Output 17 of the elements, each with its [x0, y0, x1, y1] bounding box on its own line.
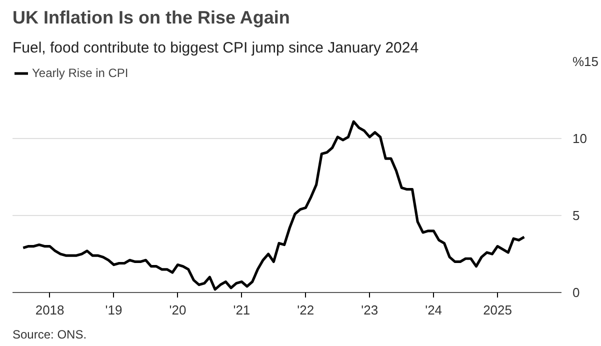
source-note: Source: ONS. — [12, 328, 87, 342]
x-tick-label: '22 — [297, 302, 314, 318]
y-tick-label: 5 — [572, 208, 580, 223]
x-tick-label: '24 — [425, 302, 442, 318]
x-tick-label: '21 — [233, 302, 250, 318]
x-tick-label: '23 — [361, 302, 378, 318]
x-tick-label: 2025 — [483, 302, 512, 318]
x-tick-label: '19 — [105, 302, 122, 318]
y-tick-label: %15 — [572, 54, 599, 69]
y-tick-label: 10 — [572, 131, 587, 146]
x-tick-label: 2018 — [35, 302, 64, 318]
chart-title: UK Inflation Is on the Rise Again — [12, 8, 290, 28]
x-tick-label: '20 — [169, 302, 186, 318]
y-tick-label: 0 — [572, 285, 580, 300]
legend-label: Yearly Rise in CPI — [32, 66, 128, 80]
line-series — [22, 120, 526, 291]
chart-subtitle: Fuel, food contribute to biggest CPI jump since January 2024 — [12, 40, 419, 56]
